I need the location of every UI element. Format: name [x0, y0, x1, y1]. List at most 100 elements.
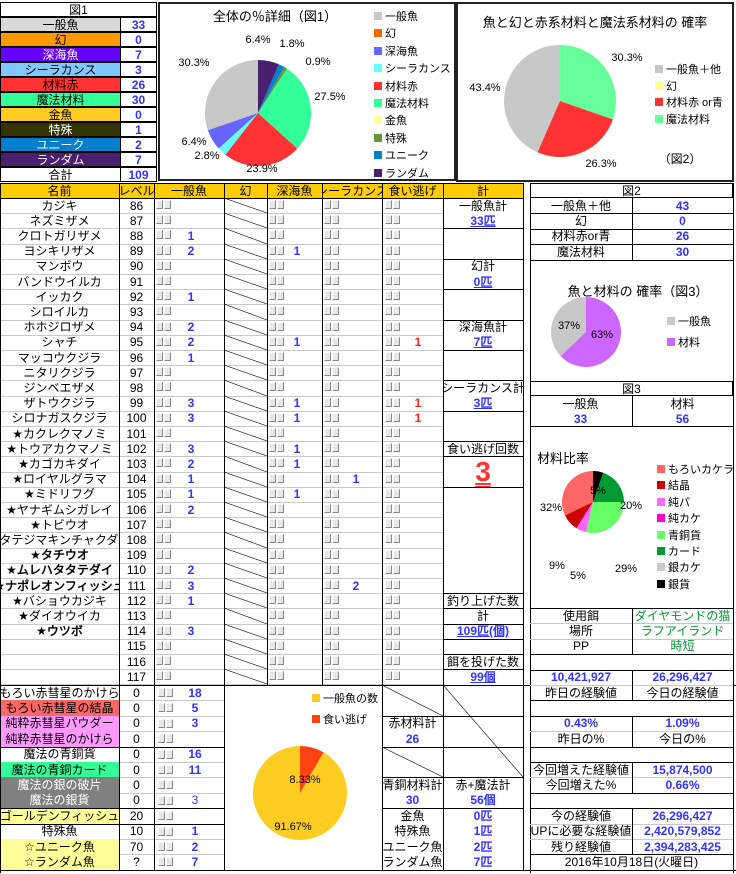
spinner-control[interactable]: [156, 564, 172, 574]
spin-up-icon[interactable]: [332, 519, 339, 529]
spin-down-icon[interactable]: [385, 245, 392, 255]
spin-down-icon[interactable]: [158, 857, 165, 867]
spin-up-icon[interactable]: [166, 780, 173, 790]
spin-up-icon[interactable]: [393, 321, 400, 331]
spin-up-icon[interactable]: [332, 564, 339, 574]
spinner-control[interactable]: [269, 245, 285, 255]
spinner-control[interactable]: [269, 564, 285, 574]
spin-down-icon[interactable]: [269, 549, 276, 559]
spin-up-icon[interactable]: [166, 688, 173, 697]
spinner-control[interactable]: [269, 397, 285, 407]
spin-up-icon[interactable]: [277, 412, 284, 422]
spin-down-icon[interactable]: [324, 230, 331, 240]
spinner-control[interactable]: [158, 811, 174, 821]
spin-up-icon[interactable]: [332, 428, 339, 437]
spin-down-icon[interactable]: [269, 519, 276, 529]
spin-up-icon[interactable]: [277, 656, 284, 665]
spin-down-icon[interactable]: [324, 534, 331, 544]
spinner-control[interactable]: [385, 321, 401, 331]
spinner-control[interactable]: [156, 215, 172, 225]
spin-down-icon[interactable]: [385, 625, 392, 635]
spin-down-icon[interactable]: [385, 640, 392, 650]
spinner-control[interactable]: [269, 321, 285, 331]
spin-down-icon[interactable]: [385, 443, 392, 453]
spin-down-icon[interactable]: [156, 230, 163, 240]
spin-up-icon[interactable]: [393, 336, 400, 346]
spin-down-icon[interactable]: [269, 291, 276, 301]
spin-down-icon[interactable]: [385, 352, 392, 361]
spinner-control[interactable]: [269, 595, 285, 605]
spin-down-icon[interactable]: [156, 564, 163, 574]
spin-up-icon[interactable]: [332, 276, 339, 285]
spin-up-icon[interactable]: [277, 443, 284, 453]
spin-up-icon[interactable]: [332, 215, 339, 225]
spin-down-icon[interactable]: [324, 428, 331, 437]
spin-up-icon[interactable]: [393, 382, 400, 392]
spin-down-icon[interactable]: [156, 367, 163, 377]
spin-up-icon[interactable]: [164, 625, 171, 635]
spin-down-icon[interactable]: [156, 200, 163, 209]
spin-down-icon[interactable]: [324, 640, 331, 650]
spinner-control[interactable]: [269, 610, 285, 620]
spinner-control[interactable]: [324, 321, 340, 331]
spinner-control[interactable]: [385, 595, 401, 605]
spinner-control[interactable]: [156, 595, 172, 605]
spinner-control[interactable]: [385, 625, 401, 635]
spin-up-icon[interactable]: [164, 428, 171, 437]
spinner-control[interactable]: [385, 215, 401, 225]
spin-down-icon[interactable]: [156, 382, 163, 392]
spin-down-icon[interactable]: [385, 306, 392, 316]
spinner-control[interactable]: [385, 367, 401, 377]
spin-up-icon[interactable]: [393, 215, 400, 225]
spinner-control[interactable]: [269, 625, 285, 635]
spin-up-icon[interactable]: [166, 765, 173, 774]
spin-up-icon[interactable]: [332, 367, 339, 377]
spin-up-icon[interactable]: [393, 367, 400, 377]
spin-up-icon[interactable]: [277, 428, 284, 437]
spinner-control[interactable]: [324, 245, 340, 255]
spin-down-icon[interactable]: [158, 765, 165, 774]
spin-down-icon[interactable]: [156, 488, 163, 498]
spinner-control[interactable]: [156, 397, 172, 407]
spin-up-icon[interactable]: [277, 397, 284, 407]
spinner-control[interactable]: [324, 580, 340, 589]
spinner-control[interactable]: [324, 412, 340, 422]
spin-down-icon[interactable]: [385, 276, 392, 285]
spin-down-icon[interactable]: [158, 811, 165, 821]
spinner-control[interactable]: [269, 336, 285, 346]
column-header[interactable]: シーラカンス: [322, 183, 382, 198]
spinner-control[interactable]: [385, 382, 401, 392]
spin-down-icon[interactable]: [385, 291, 392, 301]
spin-down-icon[interactable]: [324, 276, 331, 285]
spinner-control[interactable]: [324, 215, 340, 225]
spinner-control[interactable]: [324, 200, 340, 209]
spin-up-icon[interactable]: [164, 504, 171, 513]
spinner-control[interactable]: [269, 443, 285, 453]
spinner-control[interactable]: [269, 656, 285, 665]
spin-up-icon[interactable]: [277, 534, 284, 544]
spinner-control[interactable]: [385, 260, 401, 270]
spin-down-icon[interactable]: [324, 382, 331, 392]
spinner-control[interactable]: [269, 200, 285, 209]
spin-up-icon[interactable]: [164, 306, 171, 316]
spin-down-icon[interactable]: [385, 549, 392, 559]
spinner-control[interactable]: [324, 230, 340, 240]
spin-down-icon[interactable]: [324, 610, 331, 620]
spin-down-icon[interactable]: [324, 580, 331, 589]
spin-down-icon[interactable]: [324, 625, 331, 635]
spinner-control[interactable]: [156, 200, 172, 209]
spin-up-icon[interactable]: [164, 580, 171, 589]
spin-down-icon[interactable]: [156, 352, 163, 361]
spinner-control[interactable]: [324, 443, 340, 453]
spin-up-icon[interactable]: [332, 549, 339, 559]
spinner-control[interactable]: [156, 580, 172, 589]
spinner-control[interactable]: [156, 367, 172, 377]
spin-down-icon[interactable]: [269, 352, 276, 361]
spin-down-icon[interactable]: [269, 443, 276, 453]
spin-down-icon[interactable]: [156, 245, 163, 255]
spin-down-icon[interactable]: [158, 749, 165, 759]
spin-down-icon[interactable]: [385, 564, 392, 574]
spinner-control[interactable]: [385, 504, 401, 513]
spinner-control[interactable]: [324, 291, 340, 301]
spin-down-icon[interactable]: [269, 504, 276, 513]
